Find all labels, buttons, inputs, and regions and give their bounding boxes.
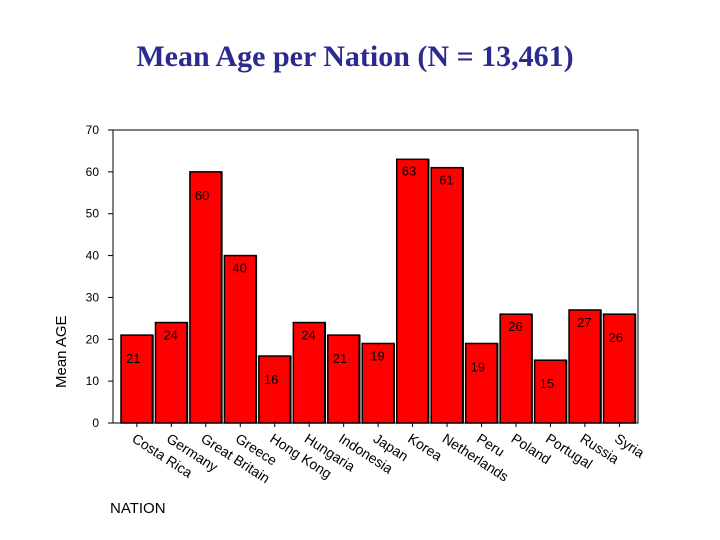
data-label: 16 (264, 372, 278, 387)
bar (430, 166, 464, 424)
data-label: 61 (439, 173, 453, 188)
x-axis-title: NATION (110, 500, 166, 517)
y-axis-ticks: 0 10 20 30 40 50 60 70 (86, 123, 113, 430)
chart-title: Mean Age per Nation (N = 13,461) (136, 40, 574, 73)
data-label: 24 (301, 328, 315, 343)
bar (395, 158, 430, 424)
data-label: 21 (333, 351, 347, 366)
bar (533, 359, 568, 424)
bar (223, 254, 257, 424)
y-tick-label: 40 (86, 249, 100, 263)
bar (499, 313, 533, 424)
data-label: 26 (508, 319, 522, 334)
data-label: 26 (609, 330, 623, 345)
y-tick-label: 60 (86, 165, 100, 179)
data-label: 21 (126, 351, 140, 366)
data-label: 63 (402, 163, 416, 178)
bar (258, 355, 292, 424)
y-tick-label: 10 (86, 374, 100, 388)
y-tick-label: 0 (92, 416, 99, 430)
y-axis-title: Mean AGE (53, 315, 70, 388)
bar (464, 342, 499, 424)
category-label: Korea (405, 430, 445, 464)
data-label: 19 (471, 359, 485, 374)
category-label: Netherlands (440, 430, 512, 485)
y-tick-label: 30 (86, 290, 100, 304)
data-label: 24 (163, 328, 177, 343)
bar (120, 334, 154, 424)
y-tick-label: 20 (86, 332, 100, 346)
data-labels: 21 24 60 40 16 24 21 19 63 61 19 26 15 27 26 (126, 163, 623, 391)
y-tick-label: 50 (86, 207, 100, 221)
data-label: 40 (232, 261, 246, 276)
data-label: 19 (370, 348, 384, 363)
bars (120, 158, 637, 427)
bar (327, 334, 361, 424)
data-label: 15 (540, 376, 554, 391)
data-label: 27 (577, 315, 591, 330)
data-label: 60 (195, 188, 209, 203)
bar (189, 171, 223, 424)
y-tick-label: 70 (86, 123, 100, 137)
